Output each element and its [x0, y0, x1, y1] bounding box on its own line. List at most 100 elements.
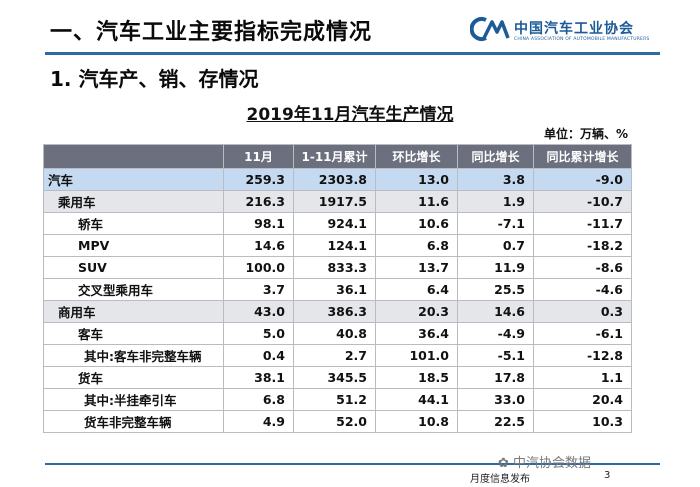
table-body: 汽车 259.3 2303.8 13.0 3.8 -9.0 乘用车 216.3 1917.5 11… — [43, 168, 632, 433]
row-label: 其中:半挂牵引车 — [43, 388, 224, 411]
cell-value: -9.0 — [533, 168, 632, 191]
row-label: MPV — [43, 234, 224, 257]
cell-value: 40.8 — [293, 322, 376, 345]
cell-value: 18.5 — [375, 366, 458, 389]
row-label: 商用车 — [43, 300, 224, 323]
cell-value: 36.4 — [375, 322, 458, 345]
cell-value: -12.8 — [533, 344, 632, 367]
cell-value: 25.5 — [457, 278, 534, 301]
table-row: 货车 38.1 345.5 18.5 17.8 1.1 — [43, 366, 632, 389]
watermark: ✿ 中汽协会数据 — [498, 452, 591, 471]
cell-value: 1917.5 — [293, 190, 376, 213]
cell-value: 6.8 — [375, 234, 458, 257]
cell-value: -8.6 — [533, 256, 632, 279]
cell-value: 33.0 — [457, 388, 534, 411]
caam-logo: 中国汽车工业协会 CHINA ASSOCIATION OF AUTOMOBILE… — [470, 14, 670, 46]
cell-value: 10.3 — [533, 410, 632, 433]
cell-value: 100.0 — [223, 256, 294, 279]
caam-logo-icon — [470, 17, 510, 41]
row-label: 汽车 — [43, 168, 224, 191]
table-header-row: 11月 1-11月累计 环比增长 同比增长 同比累计增长 — [43, 144, 632, 169]
table-row: 乘用车 216.3 1917.5 11.6 1.9 -10.7 — [43, 190, 632, 213]
row-label: 其中:客车非完整车辆 — [43, 344, 224, 367]
slide-heading: 一、汽车工业主要指标完成情况 — [50, 20, 373, 45]
cell-value: 51.2 — [293, 388, 376, 411]
cell-value: 6.8 — [223, 388, 294, 411]
column-header: 同比累计增长 — [533, 144, 632, 169]
cell-value: 1.9 — [457, 190, 534, 213]
table-row: 货车非完整车辆 4.9 52.0 10.8 22.5 10.3 — [43, 410, 632, 433]
cell-value: -5.1 — [457, 344, 534, 367]
cell-value: -10.7 — [533, 190, 632, 213]
cell-value: 11.6 — [375, 190, 458, 213]
row-label: SUV — [43, 256, 224, 279]
cell-value: 13.7 — [375, 256, 458, 279]
cell-value: 13.0 — [375, 168, 458, 191]
table-row: 客车 5.0 40.8 36.4 -4.9 -6.1 — [43, 322, 632, 345]
cell-value: 5.0 — [223, 322, 294, 345]
cell-value: -4.9 — [457, 322, 534, 345]
cell-value: 36.1 — [293, 278, 376, 301]
table-row: 其中:半挂牵引车 6.8 51.2 44.1 33.0 20.4 — [43, 388, 632, 411]
column-header: 同比增长 — [457, 144, 534, 169]
cell-value: -11.7 — [533, 212, 632, 235]
row-label: 客车 — [43, 322, 224, 345]
cell-value: 14.6 — [223, 234, 294, 257]
cell-value: 4.9 — [223, 410, 294, 433]
table-row: MPV 14.6 124.1 6.8 0.7 -18.2 — [43, 234, 632, 257]
header-rule — [45, 52, 660, 55]
unit-note: 单位：万辆、% — [543, 127, 628, 141]
cell-value: 20.3 — [375, 300, 458, 323]
row-label: 交叉型乘用车 — [43, 278, 224, 301]
cell-value: 22.5 — [457, 410, 534, 433]
table-row: 轿车 98.1 924.1 10.6 -7.1 -11.7 — [43, 212, 632, 235]
page-number: 3 — [604, 470, 611, 481]
column-header — [43, 144, 224, 169]
row-label: 货车 — [43, 366, 224, 389]
cell-value: -4.6 — [533, 278, 632, 301]
cell-value: 43.0 — [223, 300, 294, 323]
logo-name-en: CHINA ASSOCIATION OF AUTOMOBILE MANUFACT… — [514, 37, 650, 42]
cell-value: 124.1 — [293, 234, 376, 257]
table-row: SUV 100.0 833.3 13.7 11.9 -8.6 — [43, 256, 632, 279]
column-header: 环比增长 — [375, 144, 458, 169]
cell-value: 259.3 — [223, 168, 294, 191]
footer-label: 月度信息发布 — [470, 474, 530, 485]
table-row: 交叉型乘用车 3.7 36.1 6.4 25.5 -4.6 — [43, 278, 632, 301]
cell-value: 3.8 — [457, 168, 534, 191]
cell-value: 2.7 — [293, 344, 376, 367]
cell-value: -6.1 — [533, 322, 632, 345]
cell-value: 44.1 — [375, 388, 458, 411]
cell-value: 216.3 — [223, 190, 294, 213]
cell-value: 52.0 — [293, 410, 376, 433]
cell-value: 10.8 — [375, 410, 458, 433]
cell-value: 98.1 — [223, 212, 294, 235]
cell-value: 0.4 — [223, 344, 294, 367]
cell-value: 3.7 — [223, 278, 294, 301]
cell-value: 1.1 — [533, 366, 632, 389]
cell-value: -7.1 — [457, 212, 534, 235]
table-row: 其中:客车非完整车辆 0.4 2.7 101.0 -5.1 -12.8 — [43, 344, 632, 367]
cell-value: 386.3 — [293, 300, 376, 323]
section-heading: 1. 汽车产、销、存情况 — [50, 67, 259, 91]
cell-value: 833.3 — [293, 256, 376, 279]
logo-name-cn: 中国汽车工业协会 — [514, 21, 634, 37]
cell-value: 345.5 — [293, 366, 376, 389]
cell-value: 11.9 — [457, 256, 534, 279]
cell-value: 101.0 — [375, 344, 458, 367]
row-label: 轿车 — [43, 212, 224, 235]
cell-value: 924.1 — [293, 212, 376, 235]
row-label: 乘用车 — [43, 190, 224, 213]
cell-value: 20.4 — [533, 388, 632, 411]
cell-value: 2303.8 — [293, 168, 376, 191]
table-row: 汽车 259.3 2303.8 13.0 3.8 -9.0 — [43, 168, 632, 191]
cell-value: 6.4 — [375, 278, 458, 301]
row-label: 货车非完整车辆 — [43, 410, 224, 433]
cell-value: 10.6 — [375, 212, 458, 235]
cell-value: -18.2 — [533, 234, 632, 257]
watermark-text: 中汽协会数据 — [513, 456, 592, 471]
column-header: 11月 — [223, 144, 294, 169]
column-header: 1-11月累计 — [293, 144, 376, 169]
cell-value: 14.6 — [457, 300, 534, 323]
cell-value: 0.7 — [457, 234, 534, 257]
